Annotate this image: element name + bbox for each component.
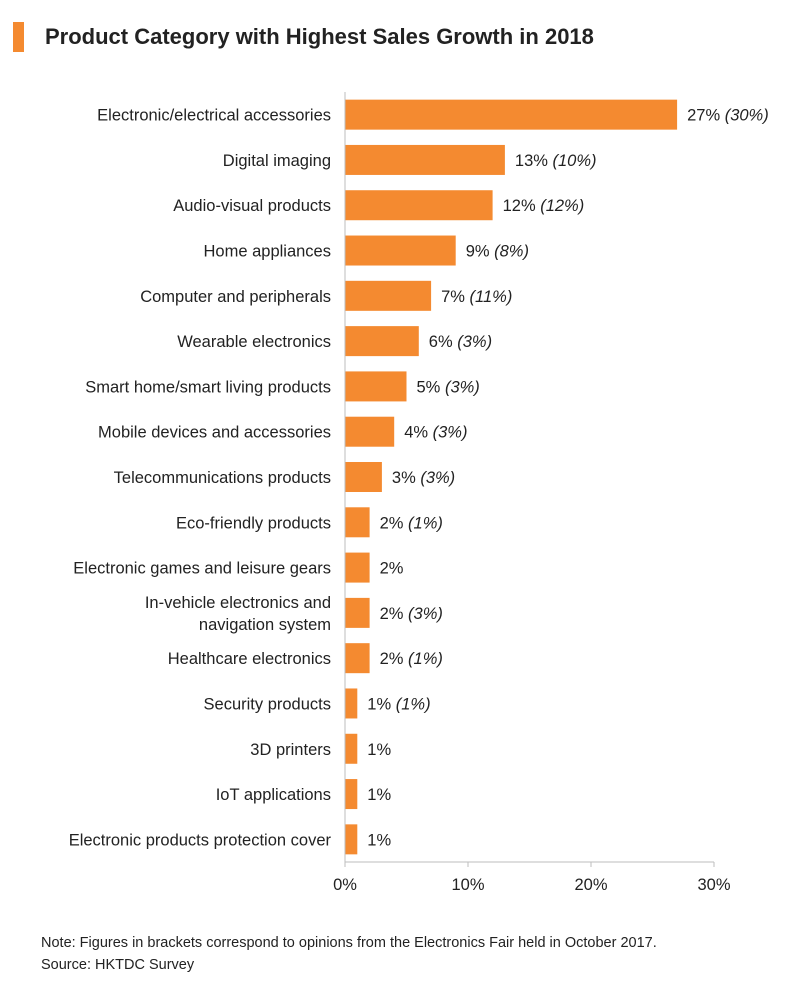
data-label: 5% (3%) <box>417 378 480 396</box>
x-tick-label: 10% <box>451 876 484 894</box>
bar <box>345 552 370 583</box>
chart-header: Product Category with Highest Sales Grow… <box>13 22 594 52</box>
data-label: 27% (30%) <box>687 107 769 125</box>
data-label: 1% <box>367 786 391 804</box>
bar <box>345 416 395 447</box>
bar <box>345 326 419 357</box>
data-label: 9% (8%) <box>466 243 529 261</box>
bar <box>345 688 358 719</box>
bar <box>345 99 678 130</box>
chart-source: Source: HKTDC Survey <box>41 957 195 973</box>
bar <box>345 190 493 221</box>
category-label: In-vehicle electronics and navigation sys… <box>145 594 331 634</box>
x-tick-label: 0% <box>333 876 357 894</box>
data-label: 2% (1%) <box>380 650 443 668</box>
category-label: Electronic games and leisure gears <box>73 560 331 578</box>
bar <box>345 507 370 538</box>
data-label: 12% (12%) <box>503 197 585 215</box>
category-label: Electronic/electrical accessories <box>97 107 331 125</box>
category-label: Digital imaging <box>223 152 331 170</box>
bar <box>345 643 370 674</box>
data-label: 4% (3%) <box>404 424 467 442</box>
bar <box>345 235 456 266</box>
category-label: Electronic products protection cover <box>69 831 332 849</box>
bar <box>345 144 505 175</box>
data-label: 2% (1%) <box>380 514 443 532</box>
bar <box>345 371 407 402</box>
data-label: 6% (3%) <box>429 333 492 351</box>
category-label: Computer and peripherals <box>140 288 331 306</box>
category-label: Healthcare electronics <box>168 650 331 668</box>
x-tick-label: 20% <box>574 876 607 894</box>
x-tick-label: 30% <box>697 876 730 894</box>
category-label: Mobile devices and accessories <box>98 424 331 442</box>
chart-note: Note: Figures in brackets correspond to … <box>41 935 657 951</box>
chart-title: Product Category with Highest Sales Grow… <box>45 24 594 49</box>
title-marker <box>13 22 24 52</box>
bar <box>345 280 432 311</box>
data-label: 1% <box>367 831 391 849</box>
data-label: 2% (3%) <box>380 605 443 623</box>
category-label: Telecommunications products <box>114 469 331 487</box>
data-label: 1% (1%) <box>367 695 430 713</box>
category-label: Home appliances <box>204 243 332 261</box>
category-label: Security products <box>204 695 331 713</box>
chart-footer: Note: Figures in brackets correspond to … <box>41 932 657 976</box>
bar <box>345 597 370 628</box>
category-label: IoT applications <box>216 786 331 804</box>
category-label: Smart home/smart living products <box>85 378 331 396</box>
bar <box>345 462 382 492</box>
data-label: 1% <box>367 741 391 759</box>
category-label: Wearable electronics <box>177 333 331 351</box>
bar <box>345 779 358 810</box>
bar <box>345 733 358 764</box>
data-label: 7% (11%) <box>441 288 512 306</box>
category-label: Eco-friendly products <box>176 514 331 532</box>
data-label: 2% <box>380 560 404 578</box>
category-label: 3D printers <box>250 741 331 759</box>
data-label: 13% (10%) <box>515 152 597 170</box>
data-label: 3% (3%) <box>392 469 455 487</box>
bar <box>345 824 358 855</box>
category-label: Audio-visual products <box>173 197 331 215</box>
